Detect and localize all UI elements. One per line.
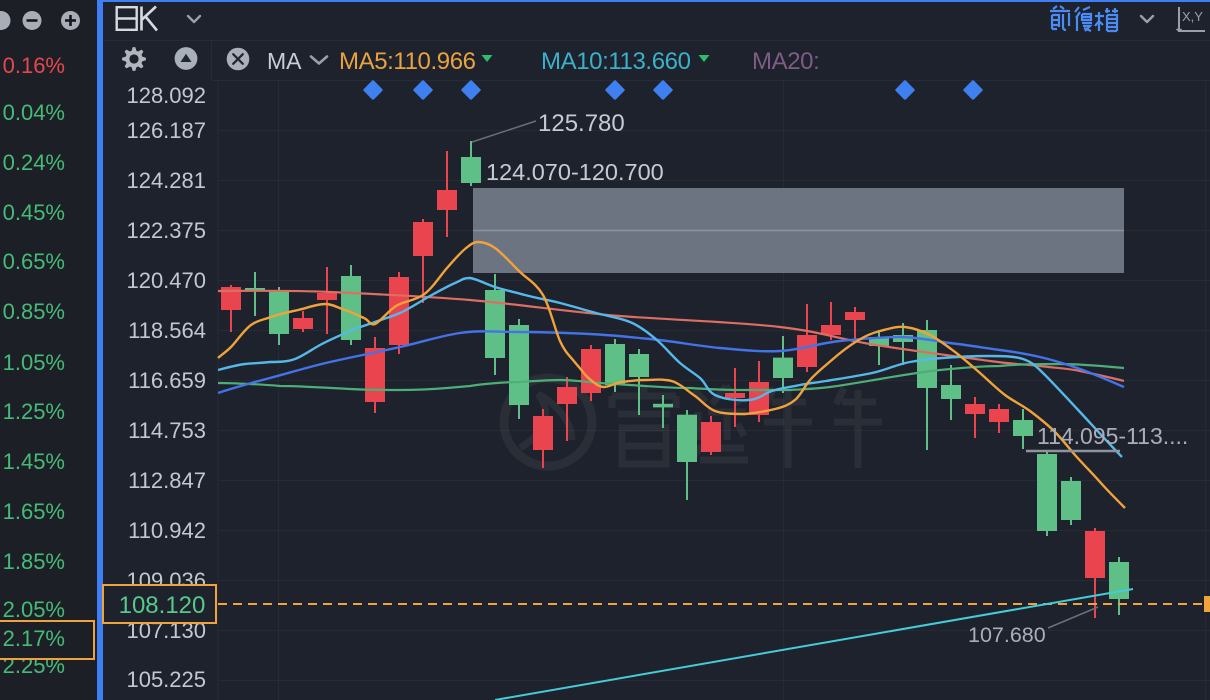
svg-text:X,Y: X,Y xyxy=(1182,9,1203,24)
